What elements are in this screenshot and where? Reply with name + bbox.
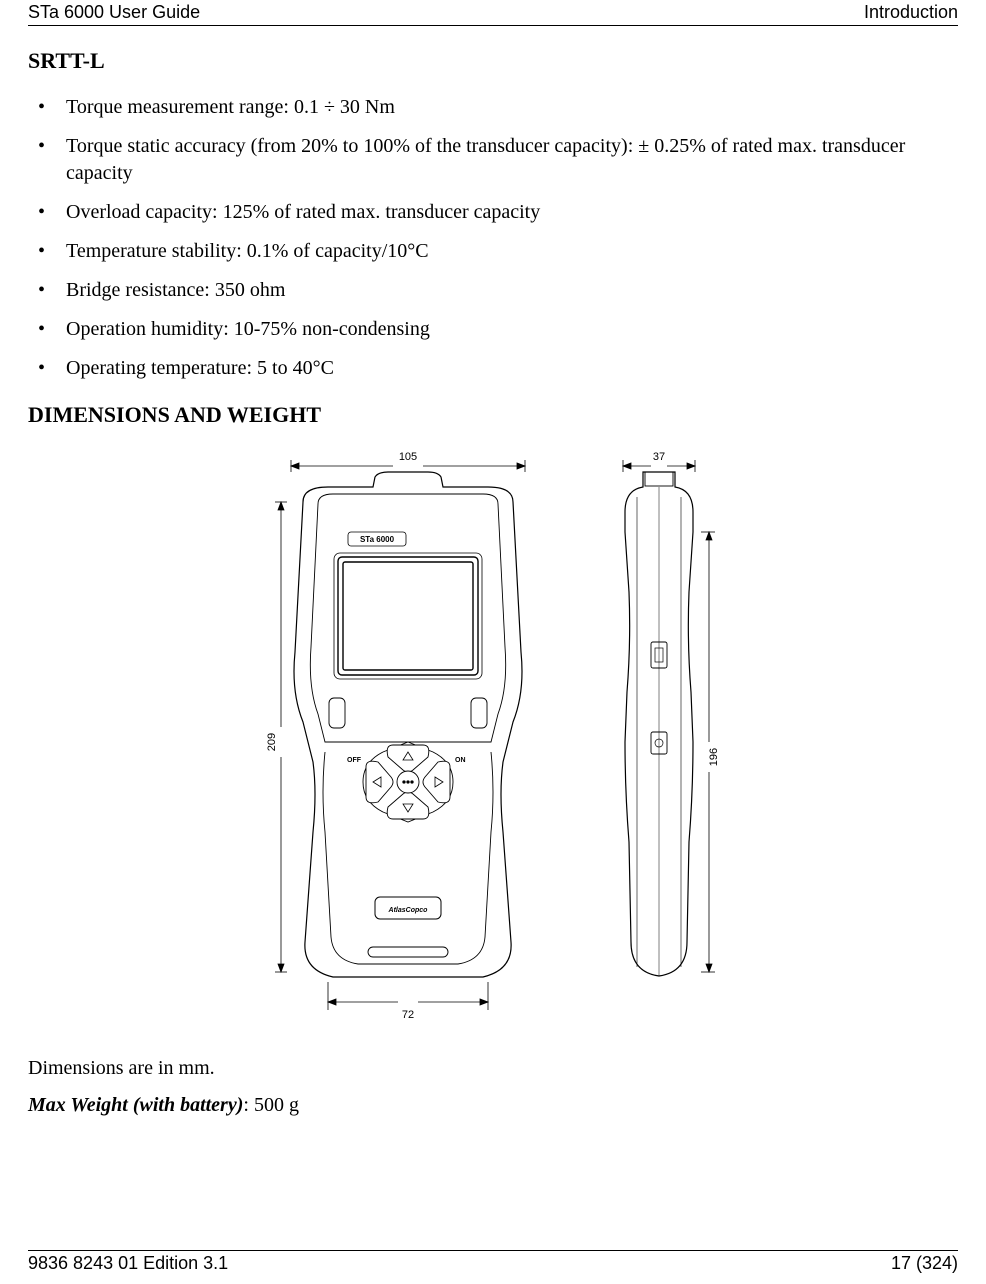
weight-value: : 500 g <box>243 1094 299 1116</box>
spec-item: Operation humidity: 10-75% non-condensin… <box>38 316 958 343</box>
dimensions-diagram: 105 209 <box>233 442 753 1037</box>
spec-item: Operating temperature: 5 to 40°C <box>38 355 958 382</box>
dim-top-side-label: 37 <box>653 451 665 463</box>
spec-item: Bridge resistance: 350 ohm <box>38 277 958 304</box>
spec-item: Torque static accuracy (from 20% to 100%… <box>38 133 958 187</box>
spec-item: Torque measurement range: 0.1 ÷ 30 Nm <box>38 94 958 121</box>
header-right: Introduction <box>864 2 958 23</box>
section-title: SRTT-L <box>28 48 958 74</box>
btn-on-label: ON <box>455 757 466 764</box>
dimensions-caption: Dimensions are in mm. <box>28 1057 958 1080</box>
figure-container: 105 209 <box>28 442 958 1037</box>
diagram-svg: 105 209 <box>233 442 753 1032</box>
device-model-label: STa 6000 <box>360 535 395 544</box>
side-view: 37 196 <box>623 451 720 976</box>
spec-list: Torque measurement range: 0.1 ÷ 30 Nm To… <box>28 94 958 382</box>
dim-bottom-front-label: 72 <box>402 1009 414 1021</box>
dim-top-front-label: 105 <box>399 451 417 463</box>
footer-right: 17 (324) <box>891 1253 958 1274</box>
page: STa 6000 User Guide Introduction SRTT-L … <box>0 0 986 1284</box>
spec-item: Overload capacity: 125% of rated max. tr… <box>38 199 958 226</box>
header-left: STa 6000 User Guide <box>28 2 200 23</box>
dim-left-front-label: 209 <box>266 733 278 751</box>
brand-label: AtlasCopco <box>388 907 429 914</box>
weight-label: Max Weight (with battery) <box>28 1094 243 1116</box>
dim-right-side-label: 196 <box>708 748 720 766</box>
page-footer: 9836 8243 01 Edition 3.1 17 (324) <box>28 1250 958 1274</box>
front-view: 105 209 <box>266 451 525 1021</box>
page-header: STa 6000 User Guide Introduction <box>28 0 958 26</box>
dimensions-heading: DIMENSIONS AND WEIGHT <box>28 402 958 428</box>
device-body-front <box>294 472 522 977</box>
btn-off-label: OFF <box>347 757 362 764</box>
footer-left: 9836 8243 01 Edition 3.1 <box>28 1253 228 1274</box>
dim-bottom-front <box>328 982 488 1010</box>
spec-item: Temperature stability: 0.1% of capacity/… <box>38 238 958 265</box>
weight-line: Max Weight (with battery): 500 g <box>28 1094 958 1117</box>
